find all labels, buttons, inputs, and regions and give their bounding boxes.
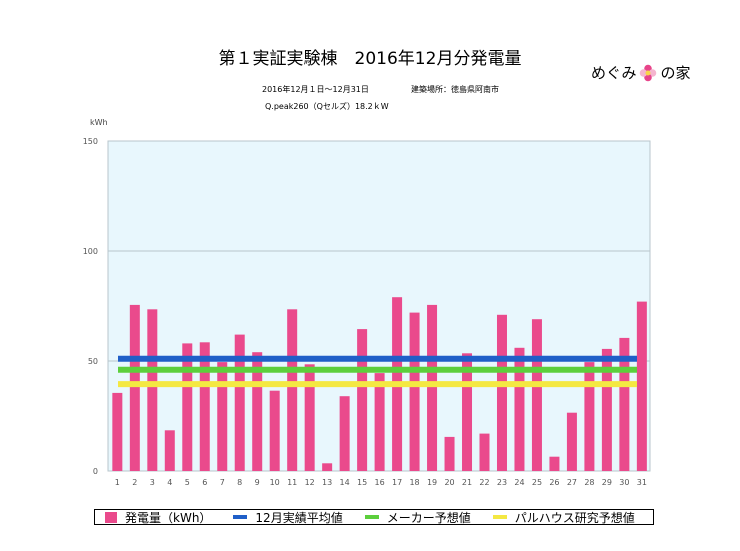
x-tick-label: 28	[584, 478, 594, 487]
bar-day-5	[182, 343, 193, 471]
x-tick-label: 30	[619, 478, 629, 487]
x-tick-label: 3	[150, 478, 155, 487]
y-axis-unit: kWh	[90, 118, 108, 127]
chart-legend: 発電量（kWh） 12月実績平均値 メーカー予想値 パルハウス研究予想値	[94, 509, 654, 525]
bar-day-18	[409, 312, 420, 471]
legend-label-generation: 発電量（kWh）	[125, 510, 212, 525]
legend-item-generation: 発電量（kWh）	[105, 509, 211, 526]
x-tick-label: 20	[444, 478, 454, 487]
bar-day-10	[269, 390, 280, 471]
legend-swatch-generation	[105, 511, 117, 523]
bar-day-6	[199, 342, 210, 471]
bar-day-23	[496, 314, 507, 471]
logo-text-right: の家	[660, 64, 691, 82]
legend-item-average: 12月実績平均値	[233, 509, 343, 526]
x-tick-label: 2	[132, 478, 137, 487]
legend-item-palhouse: パルハウス研究予想値	[492, 509, 635, 526]
bar-day-16	[374, 373, 385, 471]
brand-logo: めぐみ の家	[591, 62, 690, 83]
y-tick-label: 50	[88, 357, 98, 366]
legend-label-maker: メーカー予想値	[386, 510, 471, 525]
y-tick-label: 150	[83, 137, 98, 146]
x-tick-label: 10	[270, 478, 280, 487]
bar-day-9	[252, 352, 263, 471]
system-text: Q.peak260（Qセルズ）18.2ｋW	[265, 102, 389, 111]
bar-day-8	[234, 334, 245, 471]
bar-day-11	[287, 309, 298, 471]
x-tick-label: 18	[409, 478, 419, 487]
x-tick-label: 7	[220, 478, 225, 487]
x-tick-label: 21	[462, 478, 472, 487]
x-tick-label: 1	[115, 478, 120, 487]
x-tick-label: 23	[497, 478, 507, 487]
x-tick-label: 19	[427, 478, 437, 487]
x-tick-label: 16	[375, 478, 385, 487]
chart-title: 第１実証実験棟 2016年12月分発電量	[218, 49, 522, 69]
x-tick-label: 13	[322, 478, 332, 487]
bar-day-24	[514, 347, 525, 471]
bar-day-27	[566, 412, 577, 471]
flower-icon	[640, 64, 657, 81]
bar-day-30	[619, 337, 630, 471]
x-tick-label: 5	[185, 478, 190, 487]
logo-text-left: めぐみ	[591, 64, 637, 82]
legend-label-palhouse: パルハウス研究予想値	[514, 510, 635, 525]
bar-day-25	[531, 319, 542, 471]
bar-day-3	[147, 309, 158, 471]
x-tick-label: 14	[340, 478, 350, 487]
x-tick-label: 24	[514, 478, 524, 487]
x-tick-label: 22	[479, 478, 489, 487]
x-tick-label: 8	[237, 478, 242, 487]
bar-day-13	[322, 463, 333, 471]
y-tick-label: 100	[83, 247, 98, 256]
bar-day-4	[164, 430, 175, 471]
x-tick-label: 25	[532, 478, 542, 487]
x-tick-label: 4	[167, 478, 172, 487]
x-tick-label: 17	[392, 478, 402, 487]
bar-day-2	[129, 304, 140, 471]
legend-swatch-palhouse	[492, 515, 507, 519]
x-tick-label: 15	[357, 478, 367, 487]
bar-day-14	[339, 396, 350, 471]
bar-day-21	[462, 353, 473, 471]
legend-swatch-average	[233, 515, 248, 519]
legend-label-average: 12月実績平均値	[255, 510, 343, 525]
bar-day-22	[479, 433, 490, 471]
x-tick-label: 29	[602, 478, 612, 487]
x-tick-label: 9	[255, 478, 260, 487]
y-tick-label: 0	[93, 467, 98, 476]
bar-day-12	[304, 364, 315, 471]
location-text: 建築場所：徳島県阿南市	[411, 85, 499, 94]
bar-day-20	[444, 436, 455, 471]
x-tick-label: 6	[202, 478, 207, 487]
bar-day-31	[636, 301, 647, 471]
x-tick-label: 11	[287, 478, 297, 487]
bar-day-15	[357, 329, 368, 471]
bar-day-1	[112, 392, 123, 471]
bar-day-26	[549, 456, 560, 471]
x-tick-label: 31	[637, 478, 647, 487]
bar-day-7	[217, 362, 228, 471]
bar-day-28	[584, 362, 595, 471]
legend-swatch-maker	[364, 515, 379, 519]
x-tick-label: 12	[305, 478, 315, 487]
legend-item-maker: メーカー予想値	[364, 509, 471, 526]
bar-day-29	[601, 348, 612, 471]
x-tick-label: 27	[567, 478, 577, 487]
x-tick-label: 26	[549, 478, 559, 487]
period-text: 2016年12月１日〜12月31日	[262, 85, 369, 94]
bar-day-19	[427, 304, 438, 471]
